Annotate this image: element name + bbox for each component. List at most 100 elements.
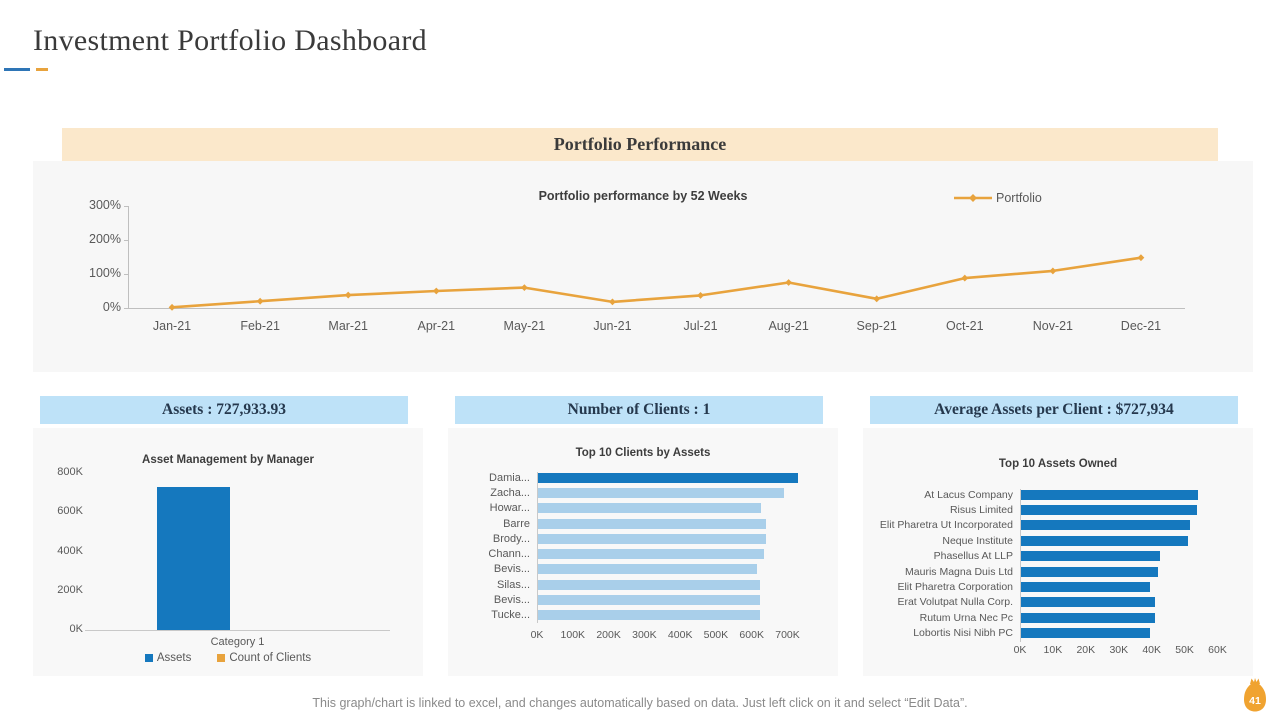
bar-row[interactable]: Elit Pharetra Corporation: [863, 579, 1234, 594]
x-tick-label: Feb-21: [240, 319, 280, 333]
category-axis-line: [1020, 489, 1021, 642]
data-point-marker[interactable]: [256, 297, 264, 305]
bar-row[interactable]: Howar...: [448, 501, 809, 516]
bar[interactable]: [1020, 520, 1190, 531]
bar-track: [537, 487, 809, 498]
bar-row[interactable]: Phasellus At LLP: [863, 549, 1234, 564]
y-tick-mark: [124, 206, 128, 207]
edit-data-note: This graph/chart is linked to excel, and…: [312, 696, 968, 710]
bar-track: [1020, 628, 1234, 639]
top-assets-hbar-chart[interactable]: Top 10 Assets Owned At Lacus Company Risu…: [863, 428, 1253, 676]
category-label: Chann...: [488, 548, 530, 561]
bar-row[interactable]: Neque Institute: [863, 533, 1234, 548]
portfolio-line-chart[interactable]: Portfolio performance by 52 Weeks Portfo…: [33, 161, 1253, 372]
bar[interactable]: [1020, 597, 1155, 608]
category-label: Barre: [503, 517, 530, 530]
bar-row[interactable]: Tucke...: [448, 608, 809, 623]
bar-track: [1020, 505, 1234, 516]
bar[interactable]: [1020, 505, 1198, 516]
bar-row[interactable]: Elit Pharetra Ut Incorporated: [863, 518, 1234, 533]
chart-title: Top 10 Clients by Assets: [575, 447, 711, 459]
bar-track: [537, 533, 809, 544]
category-label: Risus Limited: [949, 504, 1013, 517]
data-point-marker[interactable]: [1049, 267, 1057, 275]
bar-track: [537, 518, 809, 529]
bar-row[interactable]: Rutum Urna Nec Pc: [863, 610, 1234, 625]
bar[interactable]: [537, 503, 761, 514]
x-tick-label: Jan-21: [152, 319, 192, 333]
bar[interactable]: [537, 610, 761, 621]
x-tick-label: 0K: [530, 629, 544, 641]
asset-management-bar-chart[interactable]: Asset Management by Manager 800K 600K 400K…: [33, 428, 423, 676]
bar[interactable]: [1020, 535, 1188, 546]
bar[interactable]: [1020, 628, 1150, 639]
bar[interactable]: [537, 472, 798, 483]
bar-row[interactable]: Lobortis Nisi Nibh PC: [863, 626, 1234, 641]
bar[interactable]: [537, 595, 761, 606]
bar-row[interactable]: Silas...: [448, 577, 809, 592]
bar-track: [1020, 551, 1234, 562]
avg-assets-panel-header: Average Assets per Client : $727,934: [870, 396, 1238, 424]
data-point-marker[interactable]: [168, 303, 176, 311]
bar[interactable]: [1020, 612, 1155, 623]
bar[interactable]: [537, 487, 784, 498]
x-tick-label: Nov-21: [1032, 319, 1074, 333]
top-clients-hbar-chart[interactable]: Top 10 Clients by Assets Damia... Zacha..…: [448, 428, 838, 676]
bar[interactable]: [1020, 551, 1160, 562]
bar[interactable]: [537, 533, 767, 544]
bar-row[interactable]: Zacha...: [448, 485, 809, 500]
assets-bar[interactable]: [157, 487, 230, 630]
bar-row[interactable]: Barre: [448, 516, 809, 531]
category-label: Phasellus At LLP: [933, 550, 1013, 563]
category-label: Lobortis Nisi Nibh PC: [913, 627, 1013, 640]
bar-row[interactable]: Chann...: [448, 546, 809, 561]
bar-track: [1020, 535, 1234, 546]
data-point-marker[interactable]: [520, 284, 528, 291]
bar[interactable]: [1020, 582, 1150, 593]
bar-track: [537, 549, 809, 560]
bar-track: [537, 595, 809, 606]
bar-row[interactable]: Bevis...: [448, 562, 809, 577]
legend-label: Portfolio: [996, 191, 1042, 205]
title-underline-blue: [4, 68, 30, 71]
data-point-marker[interactable]: [873, 295, 881, 303]
category-label: Mauris Magna Duis Ltd: [905, 565, 1013, 578]
x-tick-label: Oct-21: [946, 319, 984, 333]
category-label: Tucke...: [491, 609, 530, 622]
bar-row[interactable]: At Lacus Company: [863, 487, 1234, 502]
bar[interactable]: [537, 518, 767, 529]
x-tick-label: 30K: [1109, 644, 1129, 656]
bar[interactable]: [1020, 489, 1198, 500]
data-point-marker[interactable]: [609, 298, 616, 306]
portfolio-performance-banner: Portfolio Performance: [62, 128, 1218, 161]
data-point-marker[interactable]: [697, 292, 704, 299]
legend-swatch: [144, 654, 153, 662]
slide-number: 41: [1249, 695, 1261, 707]
portfolio-line[interactable]: [170, 256, 1143, 309]
bar-track: [537, 610, 809, 621]
category-label: Rutum Urna Nec Pc: [919, 611, 1013, 624]
data-point-marker[interactable]: [785, 279, 793, 286]
y-tick-label: 400K: [57, 544, 83, 557]
data-point-marker[interactable]: [961, 274, 969, 282]
data-point-marker[interactable]: [344, 291, 352, 299]
bar[interactable]: [537, 549, 764, 560]
bar-row[interactable]: Risus Limited: [863, 502, 1234, 517]
bar[interactable]: [1020, 566, 1159, 577]
y-tick-label: 0%: [102, 300, 121, 314]
data-point-marker[interactable]: [1137, 254, 1145, 262]
bar[interactable]: [537, 564, 758, 575]
y-tick-label: 200%: [89, 232, 121, 246]
bar-row[interactable]: Erat Volutpat Nulla Corp.: [863, 595, 1234, 610]
x-axis-line: [128, 308, 1185, 309]
line-series[interactable]: [128, 202, 1185, 318]
bar-row[interactable]: Brody...: [448, 531, 809, 546]
data-point-marker[interactable]: [432, 287, 440, 295]
category-label: Bevis...: [493, 563, 530, 576]
bar-row[interactable]: Mauris Magna Duis Ltd: [863, 564, 1234, 579]
bar-row[interactable]: Bevis...: [448, 592, 809, 607]
x-tick-label: 0K: [1013, 644, 1027, 656]
bar[interactable]: [537, 579, 761, 590]
bar-row[interactable]: Damia...: [448, 470, 809, 485]
